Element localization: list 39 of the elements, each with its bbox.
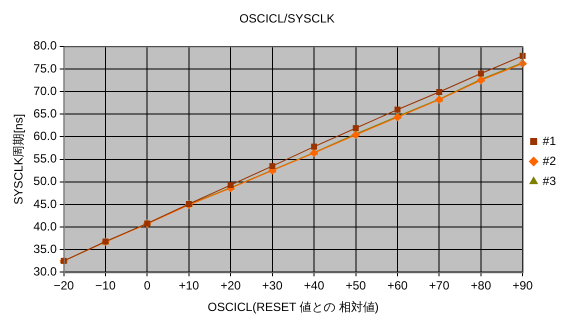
x-tick-label: +60 — [387, 278, 408, 293]
x-tick-label: +50 — [346, 278, 366, 293]
x-tick-label: +90 — [512, 278, 534, 293]
legend-label: #2 — [542, 154, 556, 168]
point — [476, 76, 485, 84]
x-tick-label: +40 — [304, 278, 325, 293]
y-tick-label: 55.0 — [33, 152, 58, 166]
point — [436, 89, 442, 95]
point — [352, 130, 360, 139]
y-tick-label: 60.0 — [33, 129, 58, 144]
point — [269, 163, 276, 170]
y-tick-label: 70.0 — [33, 84, 58, 98]
x-tick-label: +30 — [262, 278, 283, 293]
x-tick-label: 0 — [144, 278, 151, 293]
point — [352, 125, 359, 132]
y-axis-title: SYSCLK周期[ns] — [12, 114, 26, 205]
point — [311, 144, 318, 150]
point — [478, 70, 484, 76]
y-tick-label: 30.0 — [33, 264, 58, 279]
y-tick-label: 50.0 — [33, 174, 58, 188]
x-tick-label: +20 — [220, 278, 242, 293]
x-axis-title: OSCICL(RESET 値との 相対値) — [208, 300, 379, 314]
y-tick-label: 45.0 — [33, 196, 58, 211]
chart-title: OSCICL/SYSCLK — [239, 12, 335, 26]
y-tick-label: 35.0 — [33, 242, 58, 256]
y-tick-label: 75.0 — [33, 61, 58, 76]
point — [394, 106, 400, 113]
x-tick-label: −20 — [54, 278, 74, 293]
y-tick-label: 65.0 — [33, 106, 58, 120]
x-tick-label: −10 — [95, 278, 116, 293]
x-tick-label: +10 — [178, 278, 200, 293]
point — [394, 113, 402, 122]
legend-label: #3 — [542, 174, 556, 188]
y-tick-label: 80.0 — [33, 38, 58, 53]
y-tick-label: 40.0 — [33, 219, 58, 234]
x-tick-label: +80 — [470, 278, 492, 293]
legend-label: #1 — [542, 134, 556, 148]
point — [435, 96, 444, 104]
x-tick-label: +70 — [429, 278, 450, 293]
